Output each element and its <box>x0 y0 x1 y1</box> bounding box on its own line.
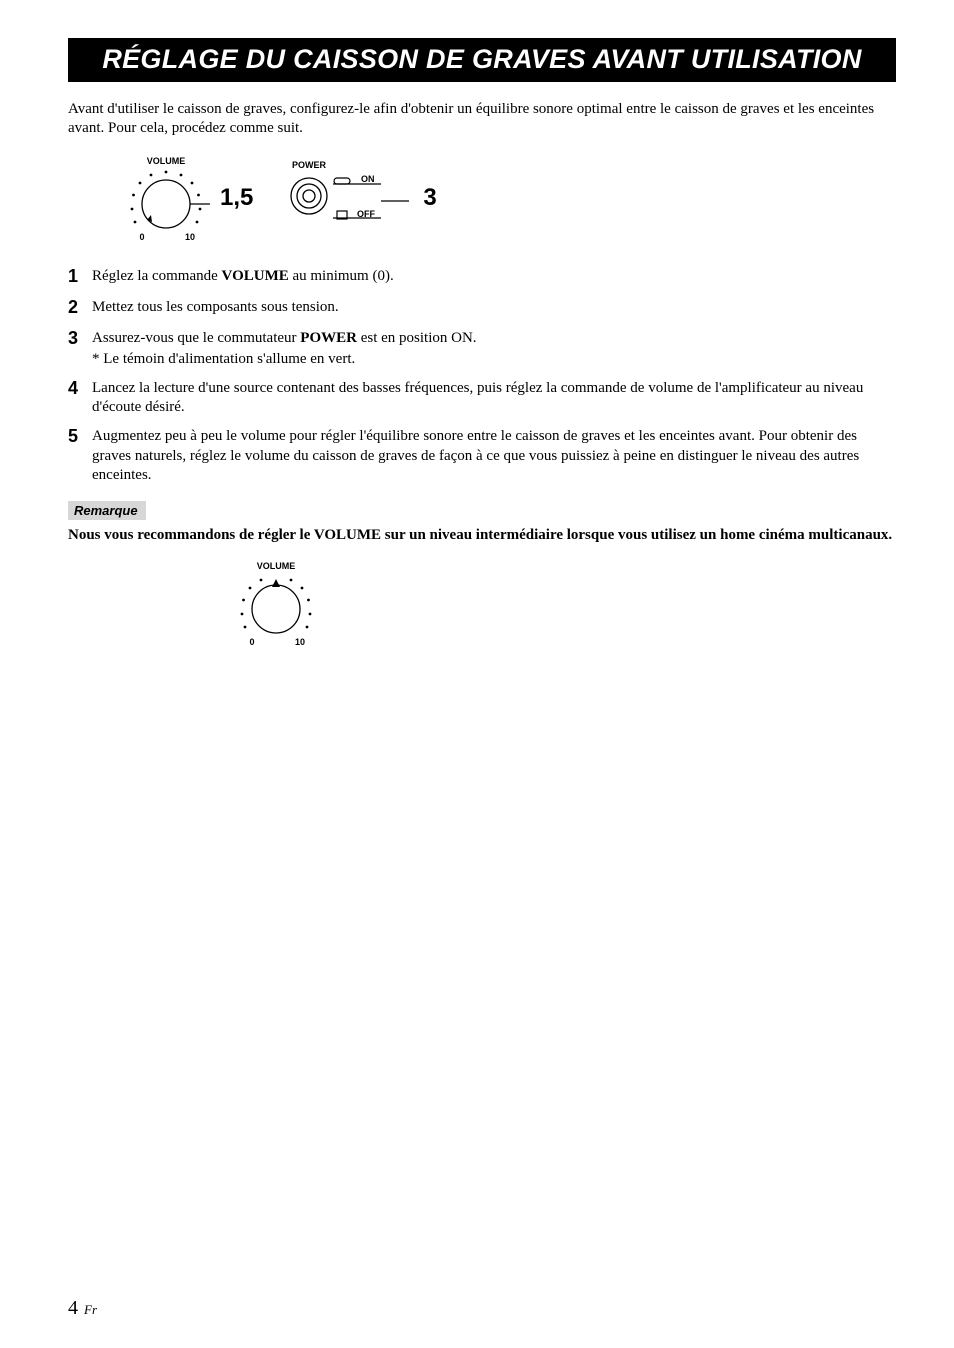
page: RÉGLAGE DU CAISSON DE GRAVES AVANT UTILI… <box>0 0 954 1348</box>
step-item: 2 Mettez tous les composants sous tensio… <box>68 297 896 319</box>
remark-badge: Remarque <box>68 501 146 520</box>
step-item: 4 Lancez la lecture d'une source contena… <box>68 378 896 417</box>
diagram-row: VOLUME <box>68 152 896 244</box>
intro-text: Avant d'utiliser le caisson de graves, c… <box>68 100 896 138</box>
step-number: 5 <box>68 426 92 485</box>
step-item: 5 Augmentez peu à peu le volume pour rég… <box>68 426 896 485</box>
step-item: 3 Assurez-vous que le commutateur POWER … <box>68 328 896 369</box>
remark-volume-caption: VOLUME <box>257 561 296 571</box>
power-caption: POWER <box>292 160 327 170</box>
steps-list: 1 Réglez la commande VOLUME au minimum (… <box>68 266 896 485</box>
remark-text: Nous vous recommandons de régler le VOLU… <box>68 526 896 545</box>
step-text: Réglez la commande VOLUME au minimum (0)… <box>92 266 394 288</box>
section-title: RÉGLAGE DU CAISSON DE GRAVES AVANT UTILI… <box>68 38 896 82</box>
volume-knob-middle-icon: VOLUME 0 10 <box>228 557 324 649</box>
power-switch-icon: POWER ON OFF <box>277 156 417 240</box>
step-text: Assurez-vous que le commutateur POWER es… <box>92 329 477 348</box>
step-number: 4 <box>68 378 92 417</box>
volume-min: 0 <box>139 232 144 242</box>
remark-volume-max: 10 <box>295 637 305 647</box>
step-number: 3 <box>68 328 92 369</box>
volume-caption: VOLUME <box>147 156 186 166</box>
volume-knob-icon: VOLUME <box>118 152 214 244</box>
step-text: Augmentez peu à peu le volume pour régle… <box>92 426 896 485</box>
step-number: 2 <box>68 297 92 319</box>
step-item: 1 Réglez la commande VOLUME au minimum (… <box>68 266 896 288</box>
volume-knob-block: VOLUME <box>118 152 253 244</box>
step-text: Lancez la lecture d'une source contenant… <box>92 378 896 417</box>
step-text: Mettez tous les composants sous tension. <box>92 297 339 319</box>
step-subtext: * Le témoin d'alimentation s'allume en v… <box>92 350 477 369</box>
power-on: ON <box>361 174 375 184</box>
remark-diagram: VOLUME 0 10 <box>68 557 896 654</box>
page-number-suffix: Fr <box>84 1302 97 1317</box>
diagram-label-15: 1,5 <box>220 184 253 212</box>
remark-volume-min: 0 <box>249 637 254 647</box>
diagram-label-3: 3 <box>423 184 436 212</box>
power-off: OFF <box>357 209 375 219</box>
page-number: 4 Fr <box>68 1297 97 1320</box>
power-switch-block: POWER ON OFF 3 <box>277 156 436 240</box>
page-number-value: 4 <box>68 1297 78 1319</box>
step-number: 1 <box>68 266 92 288</box>
volume-max: 10 <box>185 232 195 242</box>
